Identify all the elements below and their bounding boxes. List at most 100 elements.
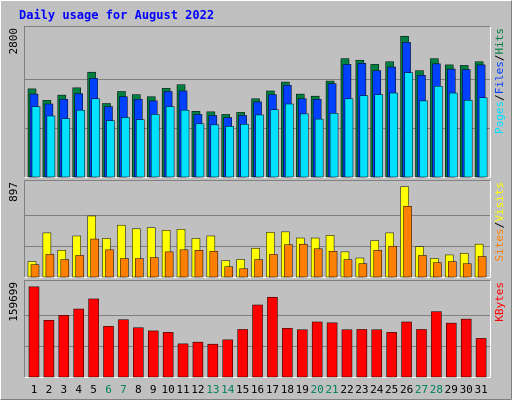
kbytes-bar-day-9 [147, 330, 159, 378]
pages-bar-day-22 [344, 98, 354, 178]
sites-bar-day-25 [388, 245, 397, 278]
pages-bar-day-31 [478, 97, 488, 178]
pages-bar-day-11 [180, 110, 190, 178]
sites-bar-day-26 [403, 205, 412, 278]
sites-bar-day-8 [135, 258, 144, 278]
pages-bar-day-16 [255, 114, 264, 178]
sites-bar-day-7 [120, 258, 129, 278]
legend-part-files: Files [493, 61, 506, 94]
pages-bar-day-1 [31, 106, 41, 178]
pages-bar-day-4 [76, 110, 85, 178]
x-tick-label-day-22: 22 [340, 383, 353, 396]
y-max-label-panel-2: 897 [7, 182, 20, 202]
kbytes-bar-day-16 [252, 304, 263, 378]
x-tick-label-day-4: 4 [75, 383, 82, 396]
x-tick-label-day-26: 26 [400, 383, 413, 396]
kbytes-bar-day-24 [371, 329, 383, 378]
sites-bar-day-28 [433, 262, 442, 278]
sites-bar-day-4 [75, 255, 84, 278]
x-tick-label-day-11: 11 [176, 383, 189, 396]
kbytes-bar-day-27 [416, 329, 427, 378]
kbytes-bar-day-31 [475, 338, 487, 378]
legend-part-slash: / [493, 222, 506, 229]
x-tick-label-day-6: 6 [105, 383, 112, 396]
pages-bar-day-17 [270, 109, 279, 178]
kbytes-bar-day-4 [73, 308, 84, 378]
x-tick-label-day-16: 16 [251, 383, 264, 396]
kbytes-bar-day-21 [326, 322, 338, 378]
sites-bar-day-13 [209, 251, 219, 278]
y-max-label-panel-3: 159699 [7, 282, 20, 322]
kbytes-bar-day-11 [177, 343, 189, 378]
kbytes-bar-day-17 [267, 296, 278, 378]
sites-bar-day-6 [105, 249, 114, 278]
panel-2-legend: Sites/Visits [493, 182, 506, 262]
pages-bar-day-19 [300, 113, 309, 178]
x-tick-label-day-18: 18 [281, 383, 294, 396]
x-tick-label-day-21: 21 [325, 383, 338, 396]
x-tick-label-day-27: 27 [415, 383, 428, 396]
x-tick-label-day-24: 24 [370, 383, 384, 396]
sites-bar-day-16 [254, 259, 263, 278]
sites-bar-day-29 [448, 261, 457, 278]
kbytes-bar-day-1 [28, 286, 40, 378]
pages-bar-day-18 [285, 103, 294, 178]
sites-bar-day-20 [313, 248, 323, 278]
legend-part-visits: Visits [493, 182, 506, 222]
x-tick-label-day-15: 15 [236, 383, 249, 396]
x-tick-label-day-28: 28 [430, 383, 443, 396]
pages-bar-day-20 [314, 118, 324, 178]
x-tick-label-day-17: 17 [266, 383, 279, 396]
legend-part-sites: Sites [493, 228, 506, 261]
kbytes-bar-day-20 [311, 321, 323, 378]
kbytes-bar-day-15 [237, 329, 248, 378]
sites-bar-day-24 [373, 250, 383, 278]
pages-bar-day-10 [165, 106, 175, 178]
x-tick-label-day-30: 30 [460, 383, 473, 396]
pages-bar-day-29 [449, 92, 458, 178]
x-tick-label-day-29: 29 [445, 383, 458, 396]
x-tick-label-day-23: 23 [355, 383, 368, 396]
kbytes-bar-day-22 [341, 329, 353, 378]
pages-bar-day-9 [150, 114, 160, 178]
kbytes-bar-day-7 [118, 319, 129, 378]
kbytes-bar-day-28 [431, 311, 442, 378]
pages-bar-day-8 [136, 119, 145, 178]
kbytes-bar-day-29 [446, 322, 457, 378]
legend-part-pages: Pages [493, 101, 506, 134]
sites-bar-day-21 [328, 251, 338, 278]
kbytes-bar-day-5 [88, 298, 99, 378]
x-tick-label-day-25: 25 [385, 383, 398, 396]
pages-bar-day-12 [195, 123, 205, 178]
kbytes-bar-day-8 [133, 327, 144, 378]
kbytes-bar-day-14 [222, 339, 233, 378]
pages-bar-day-27 [419, 100, 428, 178]
sites-bar-day-5 [90, 238, 99, 278]
kbytes-bar-day-30 [460, 318, 472, 378]
x-tick-label-day-10: 10 [162, 383, 175, 396]
y-max-label-panel-1: 2800 [7, 28, 20, 55]
pages-bar-day-28 [434, 86, 443, 178]
sites-bar-day-9 [149, 257, 159, 278]
x-tick-label-day-8: 8 [135, 383, 142, 396]
pages-bar-day-2 [46, 115, 56, 178]
kbytes-bar-day-10 [162, 332, 174, 378]
x-tick-label-day-31: 31 [474, 383, 487, 396]
panel-3-legend: KBytes [493, 282, 506, 322]
kbytes-bar-day-6 [103, 326, 114, 378]
kbytes-bar-day-2 [43, 320, 55, 378]
x-tick-label-day-7: 7 [120, 383, 127, 396]
sites-bar-day-14 [224, 266, 233, 278]
pages-bar-day-23 [359, 95, 369, 178]
legend-part-slash: / [493, 55, 506, 62]
sites-bar-day-23 [358, 263, 368, 278]
kbytes-bar-day-19 [297, 329, 308, 378]
pages-bar-day-13 [210, 124, 220, 178]
kbytes-bar-day-26 [401, 321, 412, 378]
pages-bar-day-5 [91, 98, 100, 178]
sites-bar-day-12 [194, 250, 204, 278]
x-tick-label-day-14: 14 [221, 383, 235, 396]
sites-bar-day-1 [30, 264, 40, 278]
sites-bar-day-19 [299, 243, 308, 278]
sites-bar-day-10 [164, 251, 174, 278]
